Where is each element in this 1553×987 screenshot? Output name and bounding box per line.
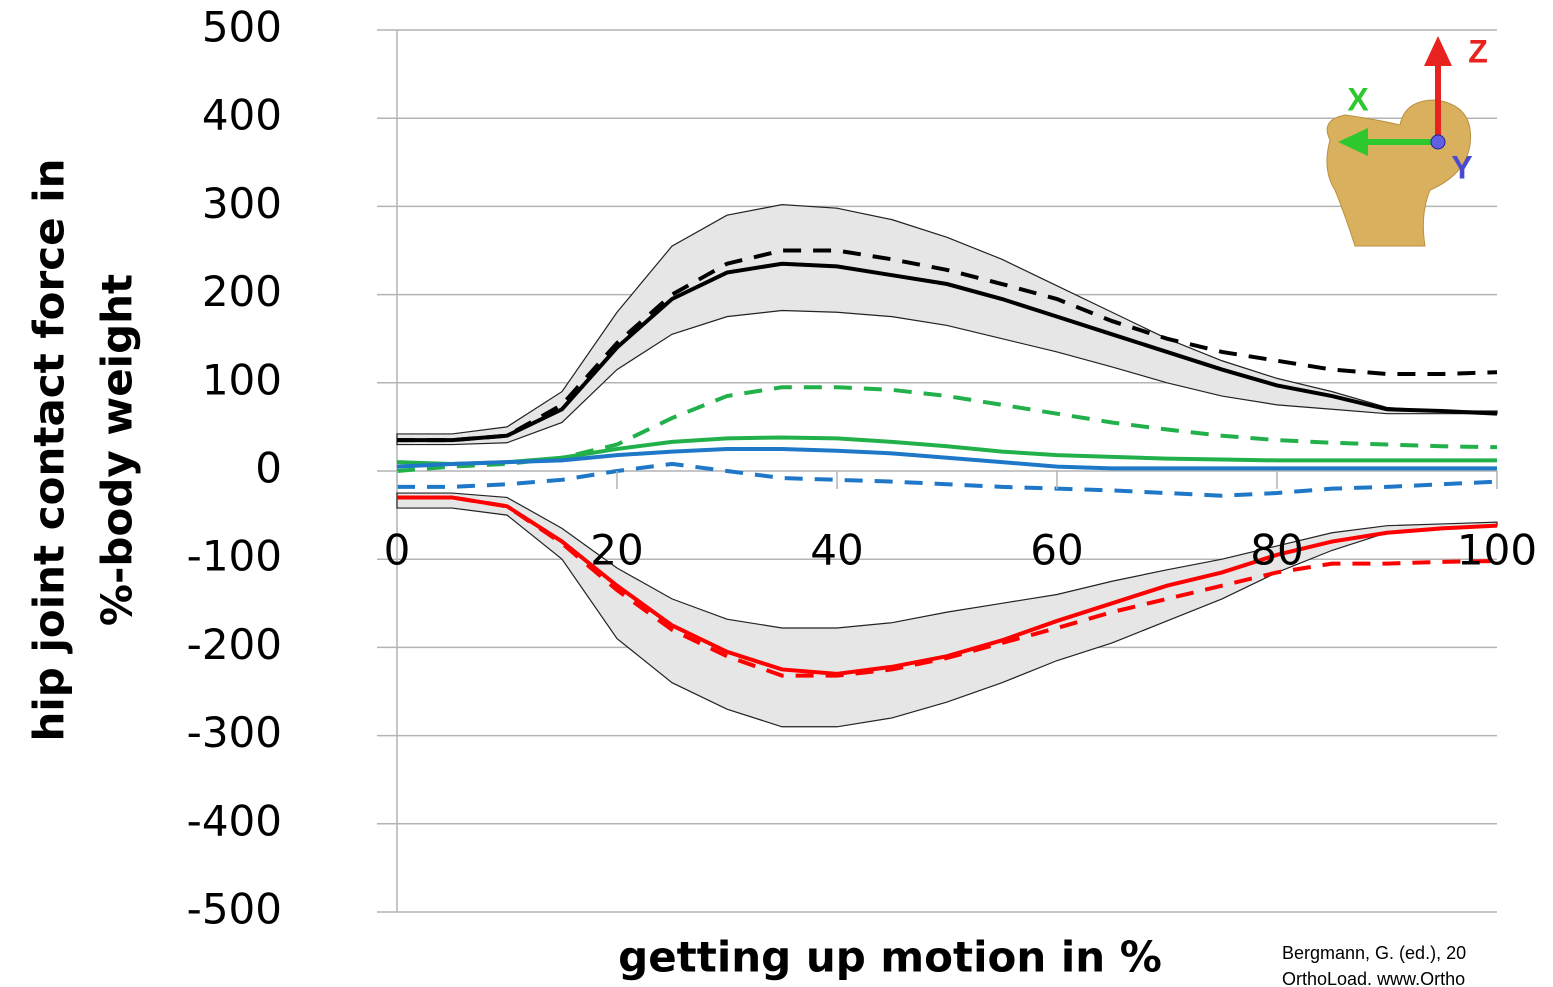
inset-label: Z: [1468, 33, 1488, 69]
x-tick-label: 100: [1457, 526, 1537, 575]
series-line: [397, 461, 1498, 498]
x-tick-label: 80: [1250, 526, 1303, 575]
z-arrowhead: [1424, 36, 1452, 66]
y-axis-dot: [1430, 134, 1446, 150]
y-axis-title: %-body weight: [93, 274, 142, 626]
x-arrowhead: [1338, 128, 1368, 156]
y-tick-label: 500: [202, 3, 282, 52]
x-tick-label: 40: [810, 526, 863, 575]
source-note: OrthoLoad. www.Ortho: [1282, 969, 1465, 987]
source-note: Bergmann, G. (ed.), 20: [1282, 943, 1466, 963]
inset-label: Y: [1451, 149, 1472, 185]
series-line: [396, 435, 1497, 466]
series-line: [397, 261, 1498, 443]
x-axis-title: getting up motion in %: [618, 933, 1162, 982]
y-tick-label: 400: [202, 91, 282, 140]
y-axis-title: hip joint contact force in: [25, 158, 74, 741]
y-tick-label: -200: [187, 620, 282, 669]
series-line: [397, 248, 1498, 443]
x-tick-label: 20: [590, 526, 643, 575]
x-tick-label: 0: [384, 526, 411, 575]
y-tick-label: -300: [187, 708, 282, 757]
femur: [1326, 99, 1472, 247]
coordinate-inset: Z X Y: [1326, 33, 1488, 247]
x-tick-label: 60: [1030, 526, 1083, 575]
y-tick-label: 200: [202, 267, 282, 316]
y-tick-label: 100: [202, 355, 282, 404]
series-line: [397, 495, 1498, 676]
y-tick-label: -500: [187, 885, 282, 934]
series-line: [396, 446, 1497, 471]
inset-label: X: [1347, 81, 1369, 117]
y-tick-label: 300: [202, 179, 282, 228]
y-tick-label: -100: [187, 532, 282, 581]
y-tick-label: 0: [255, 444, 282, 493]
y-tick-label: -400: [187, 796, 282, 845]
band: [396, 492, 1498, 728]
